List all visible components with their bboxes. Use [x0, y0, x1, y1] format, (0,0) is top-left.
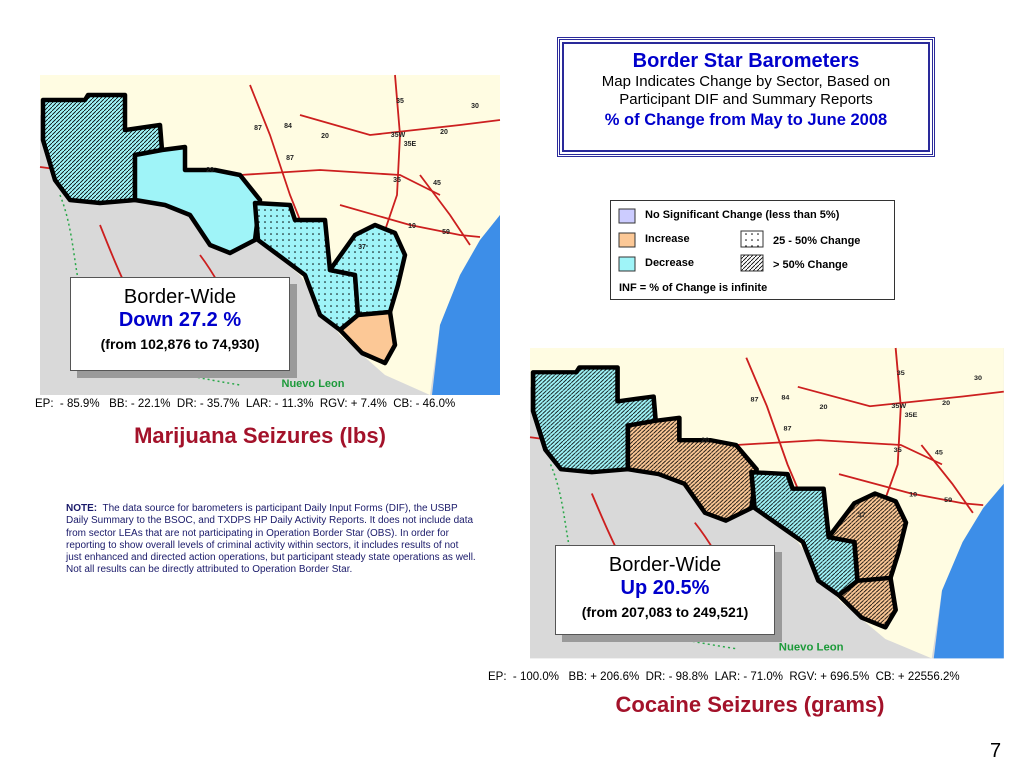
summary-change: Up 20.5% [620, 577, 710, 599]
legend: No Significant Change (less than 5%) Inc… [610, 200, 895, 300]
swatch-decrease [618, 256, 636, 272]
summary-title: Border-Wide [123, 286, 237, 308]
swatch-moderate [740, 230, 764, 248]
highway-label: 59 [442, 229, 450, 236]
road [419, 174, 471, 246]
gulf [432, 215, 500, 395]
summary-box: Border-Wide Down 27.2 % (from 102,876 to… [70, 277, 290, 371]
sector [340, 312, 395, 363]
highway-label: 20 [440, 129, 448, 136]
highway-label: 35E [905, 412, 918, 419]
sector-outline [327, 222, 408, 318]
highway-label: 87 [783, 426, 791, 433]
legend-label: Decrease [645, 257, 694, 269]
note-label: NOTE: [66, 503, 98, 514]
highway-label: 87 [286, 155, 294, 162]
sector-outline [337, 309, 398, 366]
summary-range: (from 207,083 to 249,521) [581, 604, 749, 620]
highway-label: 35 [396, 98, 404, 105]
page-number: 7 [990, 740, 1002, 762]
legend-swatches [618, 208, 764, 272]
highway-label: 45 [935, 450, 943, 457]
highway-label: 35W [891, 403, 906, 410]
summary-change: Down 27.2 % [118, 309, 242, 331]
legend-label: 25 - 50% Change [773, 235, 861, 247]
header-box: Border Star Barometers Map Indicates Cha… [557, 37, 935, 157]
highway-label: 59 [944, 497, 952, 504]
note: NOTE: The data source for barometers is … [66, 503, 476, 577]
highway-label: 20 [942, 400, 950, 407]
sector-stats: EP: - 100.0% BB: + 206.6% DR: - 98.8% LA… [488, 671, 960, 683]
sector-outline [836, 575, 898, 630]
highway-label: 30 [471, 103, 479, 110]
swatch-increase [618, 232, 636, 248]
highway-label: 35E [404, 141, 417, 148]
region-label: Nuevo Leon [282, 378, 345, 390]
road [797, 385, 1004, 408]
highway-label: 10 [408, 223, 416, 230]
sector-pattern [255, 203, 358, 330]
highway-label: 84 [781, 395, 789, 402]
header-period: % of Change from May to June 2008 [604, 111, 888, 129]
sector-pattern [533, 367, 656, 473]
sector-stats: EP: - 85.9% BB: - 22.1% DR: - 35.7% LAR:… [35, 398, 456, 410]
header-line: Participant DIF and Summary Reports [619, 91, 873, 108]
highway-label: 20 [701, 437, 709, 444]
highway-label: 87 [751, 397, 759, 404]
swatch-no-change [618, 208, 636, 224]
highway-label: 10 [909, 492, 917, 499]
state-map: 35 35 30 87 87 84 20 20 20 35W 35E 45 10 59 37 Nuevo Le… [529, 347, 1004, 659]
highway-label: 20 [321, 133, 329, 140]
state-map: 35 35 30 87 87 84 20 20 20 35W 35E 45 10 59 37 Nuevo Le… [39, 74, 501, 395]
sector-outline [826, 491, 909, 583]
highway-label: 37 [858, 512, 866, 519]
summary-box: Border-Wide Up 20.5% (from 207,083 to 24… [555, 545, 775, 635]
legend-label: INF = % of Change is infinite [619, 282, 768, 294]
legend-label: > 50% Change [773, 259, 848, 271]
highway-label: 20 [206, 167, 214, 174]
note-text: The data source for barometers is partic… [66, 503, 476, 576]
header-line: Map Indicates Change by Sector, Based on [601, 73, 891, 90]
highway-label: 30 [974, 375, 982, 382]
swatch-large [740, 254, 764, 272]
sector-pattern [839, 577, 896, 628]
road [239, 169, 441, 196]
highway-label: 84 [284, 123, 292, 130]
gulf [933, 483, 1004, 659]
highway-label: 35W [391, 132, 406, 139]
road [920, 444, 974, 514]
map-caption: Marijuana Seizures (lbs) [134, 423, 386, 448]
legend-label: Increase [645, 233, 690, 245]
highway-label: 35 [393, 177, 401, 184]
map-caption: Cocaine Seizures (grams) [615, 692, 885, 717]
road [838, 473, 984, 507]
road [299, 114, 501, 136]
sector-pattern [43, 95, 162, 203]
highway-label: 20 [820, 404, 828, 411]
road [735, 439, 943, 466]
region-label: Nuevo Leon [779, 642, 844, 654]
summary-title: Border-Wide [608, 554, 722, 576]
highway-label: 35 [894, 447, 902, 454]
sector-pattern [751, 472, 858, 596]
summary-range: (from 102,876 to 74,930) [100, 336, 260, 352]
road [339, 204, 481, 238]
highway-label: 37 [358, 244, 366, 251]
legend-label: No Significant Change (less than 5%) [645, 209, 840, 221]
highway-label: 35 [897, 370, 905, 377]
highway-label: 87 [254, 125, 262, 132]
highway-label: 45 [433, 180, 441, 187]
header-title: Border Star Barometers [632, 50, 860, 72]
